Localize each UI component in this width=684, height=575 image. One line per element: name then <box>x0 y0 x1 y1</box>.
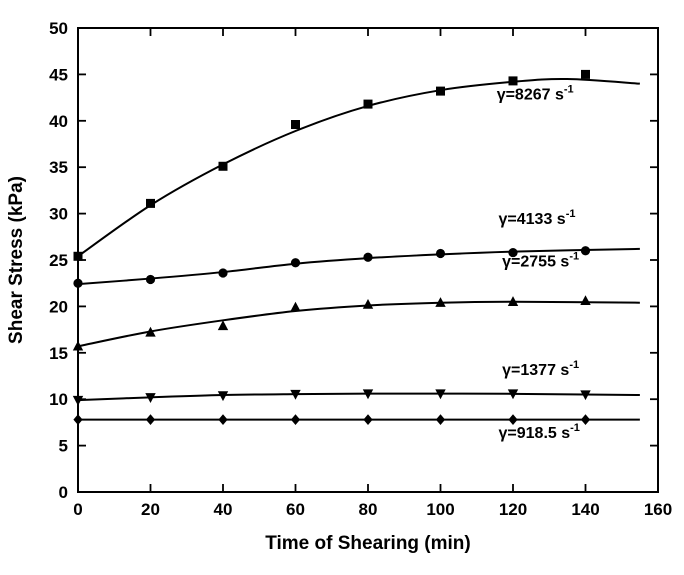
x-axis-title: Time of Shearing (min) <box>265 533 471 554</box>
marker-square <box>363 99 373 109</box>
marker-diamond <box>580 414 591 426</box>
series-curve-gamma-8267 <box>77 77 640 258</box>
marker-diamond <box>145 414 156 426</box>
marker-triangle-down <box>362 389 374 400</box>
series-curve-gamma-1377 <box>77 392 640 402</box>
marker-circle <box>145 274 156 285</box>
y-tick-label: 0 <box>59 483 68 502</box>
series-label-gamma-2755: γ=2755 s-1 <box>502 250 579 270</box>
marker-triangle-down <box>72 395 84 406</box>
marker-diamond <box>363 414 373 426</box>
marker-diamond <box>73 414 83 426</box>
marker-triangle-up <box>72 340 84 351</box>
y-tick-label: 25 <box>49 251 68 270</box>
y-tick-label: 10 <box>49 390 68 409</box>
marker-diamond <box>218 414 228 426</box>
y-tick-label: 15 <box>49 344 68 363</box>
y-tick-label: 30 <box>49 205 68 224</box>
series-label-gamma-918: γ=918.5 s-1 <box>499 422 580 442</box>
marker-diamond <box>508 414 518 426</box>
series-label-gamma-4133: γ=4133 s-1 <box>499 208 576 228</box>
marker-triangle-up <box>362 298 374 309</box>
y-tick-label: 45 <box>49 65 68 84</box>
marker-square <box>436 86 445 96</box>
series-label-gamma-8267: γ=8267 s-1 <box>497 83 574 103</box>
marker-triangle-down <box>290 389 301 400</box>
marker-triangle-down <box>145 393 156 403</box>
marker-triangle-up <box>435 297 446 307</box>
y-tick-label: 5 <box>59 437 68 456</box>
x-tick-label: 0 <box>73 500 82 519</box>
x-tick-label: 100 <box>426 500 454 519</box>
x-tick-label: 40 <box>214 500 233 519</box>
y-axis-title: Shear Stress (kPa) <box>6 176 27 344</box>
y-tick-label: 50 <box>49 19 68 38</box>
marker-square <box>146 198 155 208</box>
x-tick-label: 20 <box>141 500 160 519</box>
marker-square <box>581 69 590 79</box>
marker-square <box>73 251 83 261</box>
marker-triangle-up <box>290 301 301 312</box>
marker-circle <box>218 268 228 278</box>
marker-circle <box>290 258 301 268</box>
x-tick-label: 140 <box>571 500 599 519</box>
marker-diamond <box>435 414 446 426</box>
x-tick-label: 80 <box>359 500 378 519</box>
x-tick-label: 60 <box>286 500 305 519</box>
marker-triangle-down <box>507 389 519 400</box>
marker-triangle-down <box>435 389 446 400</box>
marker-triangle-down <box>217 391 229 402</box>
marker-triangle-up <box>145 326 156 337</box>
marker-diamond <box>290 414 301 426</box>
marker-circle <box>73 278 83 288</box>
marker-triangle-up <box>217 320 229 331</box>
series-label-gamma-1377: γ=1377 s-1 <box>502 359 579 379</box>
plot-area: 0 20 40 60 80 100 120 140 160 0 5 10 15 20 25 30 35 40 45 5… <box>49 19 672 519</box>
y-tick-label: 20 <box>49 297 68 316</box>
marker-circle <box>580 246 591 256</box>
marker-circle <box>363 252 373 262</box>
series-curve-gamma-2755 <box>77 300 640 348</box>
y-tick-label: 40 <box>49 112 68 131</box>
marker-square <box>291 120 300 130</box>
marker-square <box>218 161 228 171</box>
marker-circle <box>435 248 446 259</box>
x-tick-label: 120 <box>499 500 527 519</box>
y-tick-label: 35 <box>49 158 68 177</box>
x-tick-label: 160 <box>644 500 672 519</box>
marker-triangle-up <box>507 296 519 306</box>
marker-circle <box>508 247 518 258</box>
marker-triangle-down <box>580 390 591 401</box>
marker-triangle-up <box>580 295 591 306</box>
marker-square <box>508 76 518 86</box>
